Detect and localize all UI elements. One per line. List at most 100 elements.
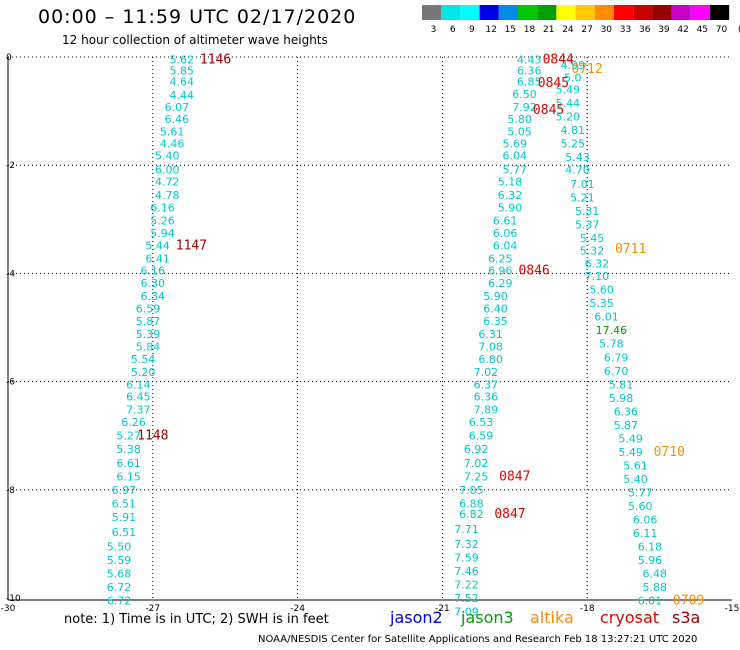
legend-jason2: jason2 [390, 608, 443, 627]
colorbar-swatch [460, 5, 480, 20]
pass-time-label: 0711 [615, 242, 646, 257]
wave-height-label: 6.59 [136, 303, 161, 316]
wave-height-label: 6.06 [633, 514, 658, 527]
colorbar-swatch [671, 5, 691, 20]
wave-height-label: 5.61 [160, 126, 185, 139]
wave-height-label: 4.64 [170, 75, 195, 88]
wave-height-label: 6.82 [459, 508, 484, 521]
colorbar-label: 9 [469, 25, 475, 35]
wave-height-label: 6.70 [604, 365, 629, 378]
pass-time-label: 0846 [518, 264, 549, 279]
wave-height-label: 6.72 [107, 581, 132, 594]
pass-time-label: 0847 [499, 469, 530, 484]
colorbar-label: 27 [581, 25, 592, 35]
wave-height-label: 5.77 [503, 164, 528, 177]
colorbar-swatch [518, 5, 538, 20]
wave-height-label: 5.40 [155, 149, 180, 162]
wave-height-label: 6.51 [112, 497, 137, 510]
wave-height-label: 6.25 [488, 252, 513, 265]
wave-height-label: 5.32 [580, 245, 605, 258]
y-tick-label: 0 [6, 53, 12, 63]
wave-height-label: 5.18 [498, 175, 523, 188]
wave-height-label: 7.22 [454, 578, 479, 591]
wave-height-label: 5.59 [107, 554, 132, 567]
map-grid [7, 56, 732, 601]
wave-height-label: 6.85 [517, 75, 542, 88]
y-tick-label: -4 [6, 269, 15, 279]
colorbar-label: 33 [620, 25, 631, 35]
wave-height-label: 5.0 [564, 72, 582, 85]
wave-height-label: 5.90 [483, 290, 508, 303]
wave-height-label: 5.49 [618, 446, 643, 459]
wave-height-label: 7.10 [585, 270, 610, 283]
wave-height-label: 7.08 [478, 340, 503, 353]
wave-height-label: 5.26 [150, 214, 175, 227]
wave-height-label: 6.16 [150, 201, 175, 214]
wave-height-label: 4.78 [155, 189, 180, 202]
wave-height-label: 6.32 [585, 258, 610, 271]
pass-time-label: 1148 [137, 429, 168, 444]
pass-time-label: 1147 [176, 238, 207, 253]
wave-height-label: 6.29 [488, 277, 513, 290]
colorbar-swatch [710, 5, 730, 20]
wave-height-label: 5.35 [589, 297, 614, 310]
colorbar-swatch [422, 5, 442, 20]
y-tick-label: -2 [6, 161, 15, 171]
footer-note: note: 1) Time is in UTC; 2) SWH is in fe… [64, 612, 329, 627]
wave-height-label: 5.81 [609, 378, 634, 391]
wave-height-label: 7.92 [512, 101, 537, 114]
wave-height-label: 5.21 [570, 192, 595, 205]
wave-height-label: 7.46 [454, 565, 479, 578]
colorbar-label: 42 [677, 25, 688, 35]
wave-height-label: 5.39 [136, 328, 161, 341]
wave-height-label: 5.69 [503, 138, 528, 151]
wave-height-label: 6.11 [633, 527, 658, 540]
wave-height-label: 6.35 [483, 315, 508, 328]
page-subtitle: 12 hour collection of altimeter wave hei… [62, 33, 328, 47]
wave-height-label: 5.25 [560, 138, 585, 151]
pass-time-label: 1146 [200, 53, 231, 68]
wave-height-label: 6.40 [483, 303, 508, 316]
wave-height-label: 6.79 [604, 351, 629, 364]
legend-jason3: jason3 [461, 608, 514, 627]
wave-height-label: 6.72 [107, 595, 132, 608]
wave-height-label: 5.49 [556, 83, 581, 96]
wave-height-label: 5.20 [556, 111, 581, 124]
wave-height-label: 6.36 [517, 65, 542, 78]
wave-height-label: 7.71 [454, 523, 479, 536]
wave-height-label: 5.20 [131, 366, 156, 379]
colorbar-swatch [537, 5, 557, 20]
colorbar-label: 39 [658, 25, 670, 35]
satellite-tracks: 5.625.854.644.446.076.465.614.465.406.00… [107, 53, 704, 619]
wave-height-label: 4.46 [160, 138, 185, 151]
wave-height-label: 5.38 [116, 443, 141, 456]
track-jason3: 4.436.366.856.507.925.805.055.696.045.77… [454, 53, 574, 619]
legend-s3a: s3a [672, 608, 701, 627]
wave-height-label: 5.43 [565, 151, 590, 164]
colorbar-swatch [652, 5, 672, 20]
colorbar-label: 18 [524, 25, 536, 35]
wave-height-label: 4.81 [560, 124, 585, 137]
x-tick-label: -21 [435, 604, 450, 614]
wave-height-label: 6.32 [498, 189, 523, 202]
wave-height-label: 7.59 [454, 551, 479, 564]
wave-height-label: 5.44 [556, 97, 581, 110]
y-tick-label: -6 [6, 378, 15, 388]
wave-height-label: 5.40 [623, 473, 648, 486]
wave-height-label: 6.00 [155, 164, 180, 177]
wave-height-label: 6.04 [493, 239, 518, 252]
wave-height-label: 5.77 [628, 487, 653, 500]
wave-height-label: 6.07 [165, 101, 190, 114]
wave-height-label: 5.45 [580, 232, 605, 245]
colorbar-label: (ft) [738, 25, 740, 35]
wave-height-label: 4.44 [170, 89, 195, 102]
wave-height-label: 6.34 [141, 290, 166, 303]
wave-height-label: 17.46 [596, 324, 628, 337]
credit-line: NOAA/NESDIS Center for Satellite Applica… [258, 634, 698, 645]
x-tick-label: -15 [725, 604, 740, 614]
wave-height-label: 7.32 [454, 538, 479, 551]
track-altika: 4.995.05.495.445.204.815.255.434.707.015… [556, 59, 705, 609]
wave-height-label: 5.96 [638, 554, 663, 567]
